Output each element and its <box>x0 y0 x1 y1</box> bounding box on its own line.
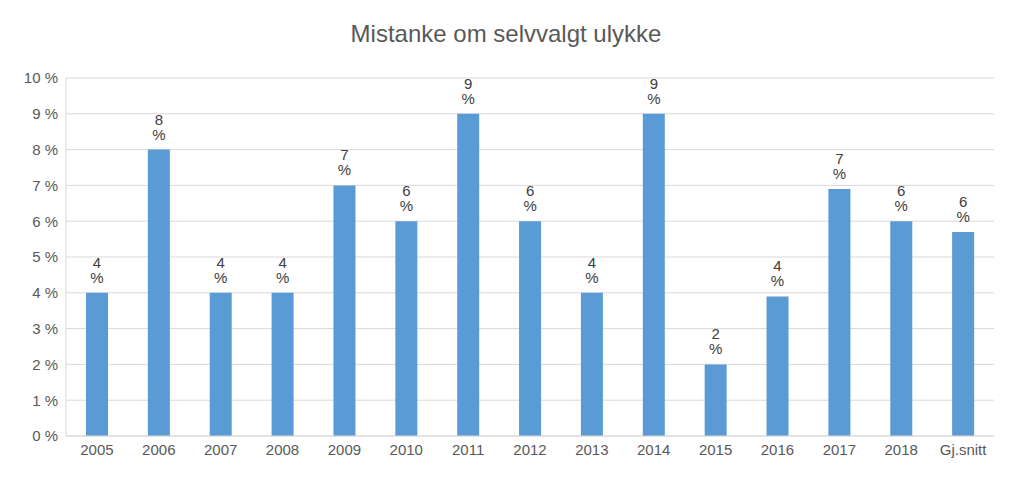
svg-text:2010: 2010 <box>390 441 423 458</box>
svg-text:9 %: 9 % <box>32 105 58 122</box>
svg-text:8 %: 8 % <box>32 141 58 158</box>
svg-text:10 %: 10 % <box>24 69 58 86</box>
svg-text:2005: 2005 <box>80 441 113 458</box>
svg-text:4%: 4% <box>214 254 227 286</box>
svg-text:9%: 9% <box>647 75 660 107</box>
svg-text:8%: 8% <box>152 111 165 143</box>
svg-text:6%: 6% <box>895 182 908 214</box>
svg-text:2011: 2011 <box>452 441 484 458</box>
svg-text:6%: 6% <box>956 193 969 225</box>
svg-text:4 %: 4 % <box>32 284 58 301</box>
svg-text:2015: 2015 <box>699 441 732 458</box>
svg-text:7%: 7% <box>338 146 351 178</box>
svg-text:9%: 9% <box>462 75 475 107</box>
svg-text:2016: 2016 <box>761 441 794 458</box>
svg-text:4%: 4% <box>276 254 289 286</box>
svg-text:4%: 4% <box>771 257 784 289</box>
svg-text:4%: 4% <box>90 254 103 286</box>
html-text:Mistanke om selvvalgt ulykke: Mistanke om selvvalgt ulykke <box>350 20 662 47</box>
svg-text:2006: 2006 <box>142 441 175 458</box>
svg-text:2018: 2018 <box>885 441 918 458</box>
svg-text:6%: 6% <box>523 182 536 214</box>
svg-text:2009: 2009 <box>328 441 361 458</box>
svg-text:4%: 4% <box>585 254 598 286</box>
svg-text:2012: 2012 <box>513 441 546 458</box>
svg-text:2014: 2014 <box>637 441 670 458</box>
svg-text:2 %: 2 % <box>32 356 58 373</box>
svg-text:2017: 2017 <box>823 441 856 458</box>
svg-text:3 %: 3 % <box>32 320 58 337</box>
svg-text:6%: 6% <box>400 182 413 214</box>
svg-text:5 %: 5 % <box>32 248 58 265</box>
svg-text:2%: 2% <box>709 325 722 357</box>
svg-text:Gj.snitt: Gj.snitt <box>940 441 988 458</box>
svg-text:2013: 2013 <box>575 441 608 458</box>
svg-text:7%: 7% <box>833 150 846 182</box>
svg-text:0 %: 0 % <box>32 427 58 444</box>
svg-text:2007: 2007 <box>204 441 237 458</box>
svg-text:1 %: 1 % <box>32 392 58 409</box>
svg-text:7 %: 7 % <box>32 177 58 194</box>
svg-text:6 %: 6 % <box>32 213 58 230</box>
svg-text:2008: 2008 <box>266 441 299 458</box>
